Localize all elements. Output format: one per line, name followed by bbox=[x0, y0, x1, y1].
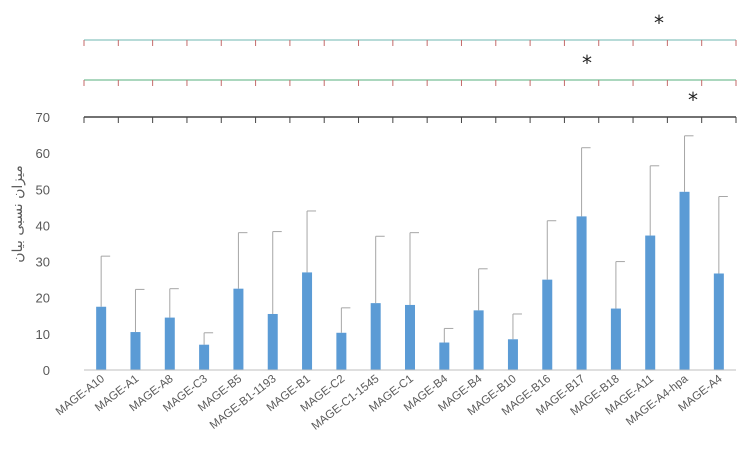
bar bbox=[267, 313, 278, 370]
significance-bracket: * bbox=[83, 88, 737, 123]
bar bbox=[473, 310, 484, 370]
significance-brackets: * * * bbox=[83, 11, 737, 123]
bar bbox=[164, 317, 175, 370]
significance-star: * bbox=[582, 51, 592, 75]
y-axis-title: میزان نسبی بیان bbox=[10, 165, 26, 262]
bar bbox=[645, 235, 656, 370]
bar bbox=[576, 216, 587, 370]
bars bbox=[96, 135, 728, 370]
y-tick-label: 20 bbox=[36, 291, 50, 306]
significance-star: * bbox=[654, 11, 664, 35]
y-tick-label: 60 bbox=[36, 146, 50, 161]
bar bbox=[302, 272, 313, 370]
significance-bracket: * bbox=[83, 51, 737, 86]
bar bbox=[405, 304, 415, 370]
bar bbox=[542, 279, 553, 370]
bar bbox=[233, 288, 244, 370]
significance-bracket: * bbox=[83, 11, 737, 46]
bar bbox=[370, 303, 381, 370]
bar bbox=[679, 191, 690, 370]
y-tick-label: 0 bbox=[43, 363, 50, 378]
bar bbox=[610, 308, 621, 370]
bar bbox=[199, 344, 210, 370]
y-tick-label: 30 bbox=[36, 255, 50, 270]
bar bbox=[130, 332, 141, 370]
x-axis-labels: MAGE-A10MAGE-A1MAGE-A8MAGE-C3MAGE-B5MAGE… bbox=[54, 373, 725, 433]
bar bbox=[336, 332, 347, 370]
bar bbox=[439, 342, 450, 370]
bar bbox=[507, 339, 518, 370]
y-tick-label: 70 bbox=[36, 110, 50, 125]
y-tick-label: 10 bbox=[36, 327, 50, 342]
bar bbox=[96, 306, 107, 370]
bar bbox=[713, 273, 724, 370]
y-tick-label: 40 bbox=[36, 218, 50, 233]
y-tick-label: 50 bbox=[36, 182, 50, 197]
significance-star: * bbox=[688, 88, 698, 112]
y-axis-ticks: 0 10 20 30 40 50 60 70 bbox=[36, 110, 50, 378]
